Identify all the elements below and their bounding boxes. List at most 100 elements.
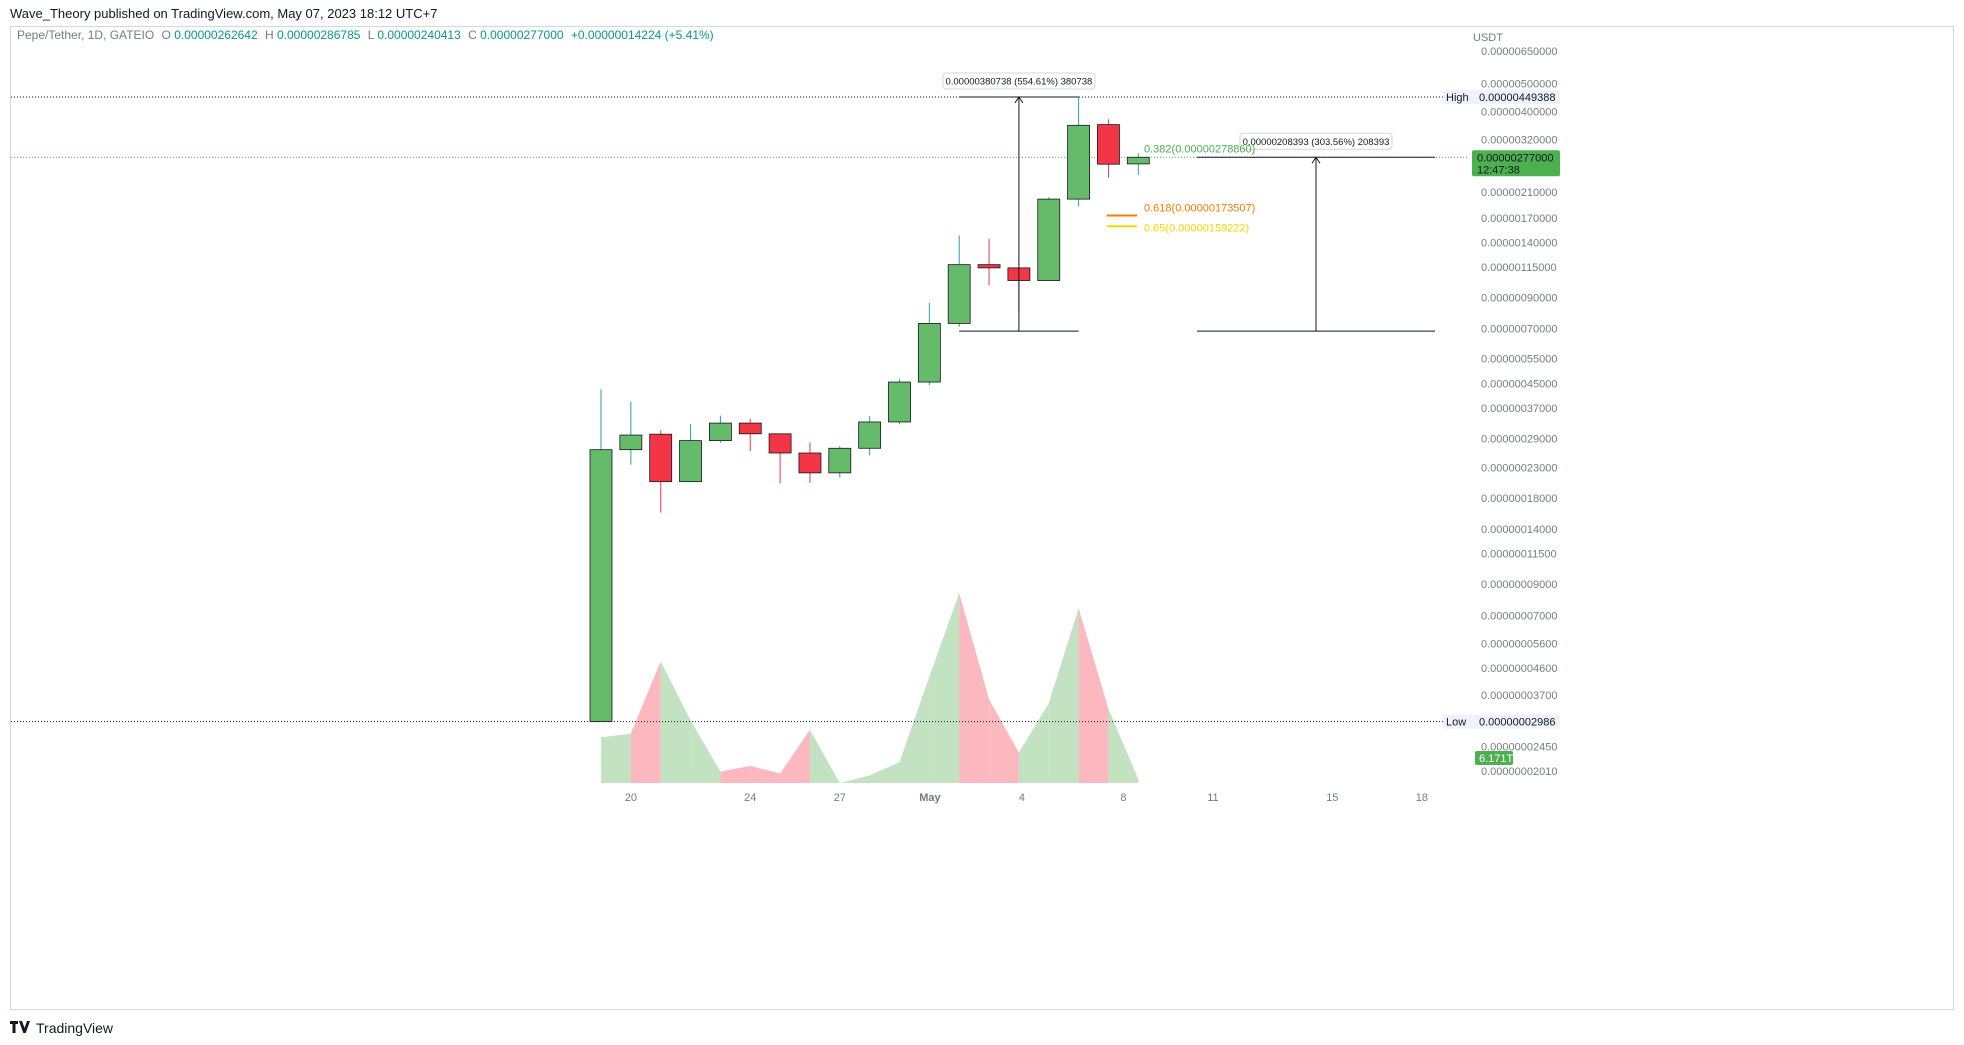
price-tick: 0.00000005600 bbox=[1481, 638, 1557, 650]
candle-body bbox=[917, 323, 941, 383]
volume-segment bbox=[1048, 608, 1079, 783]
low-tag: Low bbox=[1446, 717, 1466, 729]
time-tick: 8 bbox=[1120, 792, 1126, 804]
time-tick: 11 bbox=[1207, 792, 1218, 804]
low-tag-bg bbox=[1443, 714, 1476, 729]
drawings: 0.00000380738 (554.61%) 380738 0.00000208… bbox=[942, 72, 1435, 332]
price-tick: 0.00000002450 bbox=[1481, 741, 1557, 753]
price-tick: 0.00000018000 bbox=[1481, 493, 1557, 505]
last-price-countdown: 12:47:38 bbox=[1477, 164, 1520, 176]
legend-low: 0.00000240413 bbox=[377, 28, 461, 42]
price-tick: 0.00000055000 bbox=[1481, 354, 1557, 366]
low-value: 0.00000002986 bbox=[1479, 717, 1555, 729]
price-tick: 0.00000029000 bbox=[1481, 433, 1557, 445]
volume-segment bbox=[1078, 608, 1109, 783]
price-axis[interactable]: USDT 0.00000650000 0.00000500000 0.0000040… bbox=[1473, 32, 1557, 778]
reference-lines bbox=[11, 96, 1469, 723]
last-price-value: 0.00000277000 bbox=[1477, 152, 1553, 164]
legend-symbol: Pepe/Tether, 1D, GATEIO bbox=[17, 28, 154, 42]
legend: Pepe/Tether, 1D, GATEIO O 0.00000262642 … bbox=[17, 28, 714, 42]
volume-segment bbox=[720, 765, 751, 783]
volume-segment bbox=[780, 729, 810, 783]
legend-h-label: H bbox=[265, 28, 274, 42]
high-tag: High bbox=[1446, 92, 1469, 104]
time-axis[interactable]: 20 24 27 May 4 8 11 15 18 bbox=[625, 792, 1428, 804]
price-chart[interactable]: 0.00000380738 (554.61%) 380738 0.00000208… bbox=[11, 27, 1953, 1009]
candle-body bbox=[649, 433, 673, 483]
last-price-bg bbox=[1472, 150, 1560, 177]
legend-c-label: C bbox=[468, 28, 477, 42]
price-tick: 0.00000009000 bbox=[1481, 579, 1557, 591]
volume-segment bbox=[690, 720, 721, 783]
high-tag-bg bbox=[1443, 89, 1476, 104]
time-tick: 24 bbox=[744, 792, 756, 804]
candle-body bbox=[798, 452, 822, 474]
candle-body bbox=[768, 433, 792, 454]
candle-body bbox=[589, 449, 613, 722]
time-tick: 20 bbox=[625, 792, 637, 804]
footer: TradingView bbox=[10, 1020, 113, 1036]
fib-label: 0.65(0.00000159222) bbox=[1144, 222, 1249, 234]
low-value-bg bbox=[1476, 714, 1560, 729]
volume-segment bbox=[899, 676, 930, 783]
candle-body bbox=[858, 421, 882, 449]
volume-area bbox=[601, 593, 1139, 783]
price-tick: 0.00000037000 bbox=[1481, 403, 1557, 415]
volume-segment bbox=[660, 661, 691, 783]
price-tick: 0.00000320000 bbox=[1481, 134, 1557, 146]
price-tick: 0.00000070000 bbox=[1481, 324, 1557, 336]
price-tick: 0.00000002010 bbox=[1481, 766, 1557, 778]
volume-segment bbox=[959, 593, 990, 783]
publisher-line: Wave_Theory published on TradingView.com… bbox=[10, 6, 438, 21]
volume-segment bbox=[929, 593, 960, 783]
volume-segment bbox=[809, 729, 840, 783]
measure-1-label-box bbox=[942, 72, 1096, 90]
legend-l-label: L bbox=[368, 28, 375, 42]
price-tick: 0.00000140000 bbox=[1481, 237, 1557, 249]
legend-close: 0.00000277000 bbox=[480, 28, 564, 42]
price-tick: 0.00000210000 bbox=[1481, 187, 1557, 199]
legend-change: +0.00000014224 (+5.41%) bbox=[571, 28, 714, 42]
volume-segment bbox=[750, 765, 781, 783]
measure-1-label: 0.00000380738 (554.61%) 380738 bbox=[945, 76, 1092, 87]
footer-brand[interactable]: TradingView bbox=[36, 1020, 114, 1036]
price-tick: 0.00000400000 bbox=[1481, 106, 1557, 118]
volume-segment bbox=[869, 762, 900, 783]
time-tick: May bbox=[919, 792, 941, 804]
candle-body bbox=[977, 264, 1001, 269]
candle-body bbox=[1037, 198, 1061, 281]
price-axis-unit: USDT bbox=[1473, 32, 1503, 44]
time-tick: 4 bbox=[1019, 792, 1025, 804]
candle-body bbox=[828, 447, 852, 474]
candle-body bbox=[947, 264, 971, 324]
volume-segment bbox=[1108, 708, 1139, 783]
price-tick: 0.00000500000 bbox=[1481, 79, 1557, 91]
price-tick: 0.00000004600 bbox=[1481, 663, 1557, 675]
axis-labels: High 0.00000449388 Low 0.00000002986 0.00000… bbox=[1443, 89, 1560, 765]
volume-segment bbox=[989, 699, 1019, 783]
measure-1-arrow-icon bbox=[1014, 96, 1024, 104]
candle-body bbox=[619, 434, 643, 451]
measure-2-label-box bbox=[1239, 132, 1393, 150]
volume-value-bg bbox=[1475, 751, 1513, 765]
measure-2-arrow-icon bbox=[1311, 156, 1321, 164]
price-tick: 0.00000170000 bbox=[1481, 213, 1557, 225]
price-tick: 0.00000023000 bbox=[1481, 462, 1557, 474]
volume-segment bbox=[1018, 703, 1049, 783]
legend-o-label: O bbox=[162, 28, 171, 42]
candle-body bbox=[1067, 124, 1090, 200]
volume-segment bbox=[839, 775, 870, 783]
candle-body bbox=[679, 440, 702, 483]
volume-value: 6.171T bbox=[1479, 753, 1514, 765]
price-tick: 0.00000007000 bbox=[1481, 611, 1557, 623]
volume-segment bbox=[601, 733, 631, 783]
price-tick: 0.00000090000 bbox=[1481, 292, 1557, 304]
candles bbox=[589, 96, 1150, 722]
price-tick: 0.00000014000 bbox=[1481, 524, 1557, 536]
candle-body bbox=[1126, 156, 1150, 165]
time-tick: 27 bbox=[834, 792, 846, 804]
candle-body bbox=[888, 381, 911, 423]
price-tick: 0.00000650000 bbox=[1481, 46, 1557, 58]
tradingview-logo-icon[interactable] bbox=[10, 1020, 30, 1036]
price-tick: 0.00000045000 bbox=[1481, 379, 1557, 391]
